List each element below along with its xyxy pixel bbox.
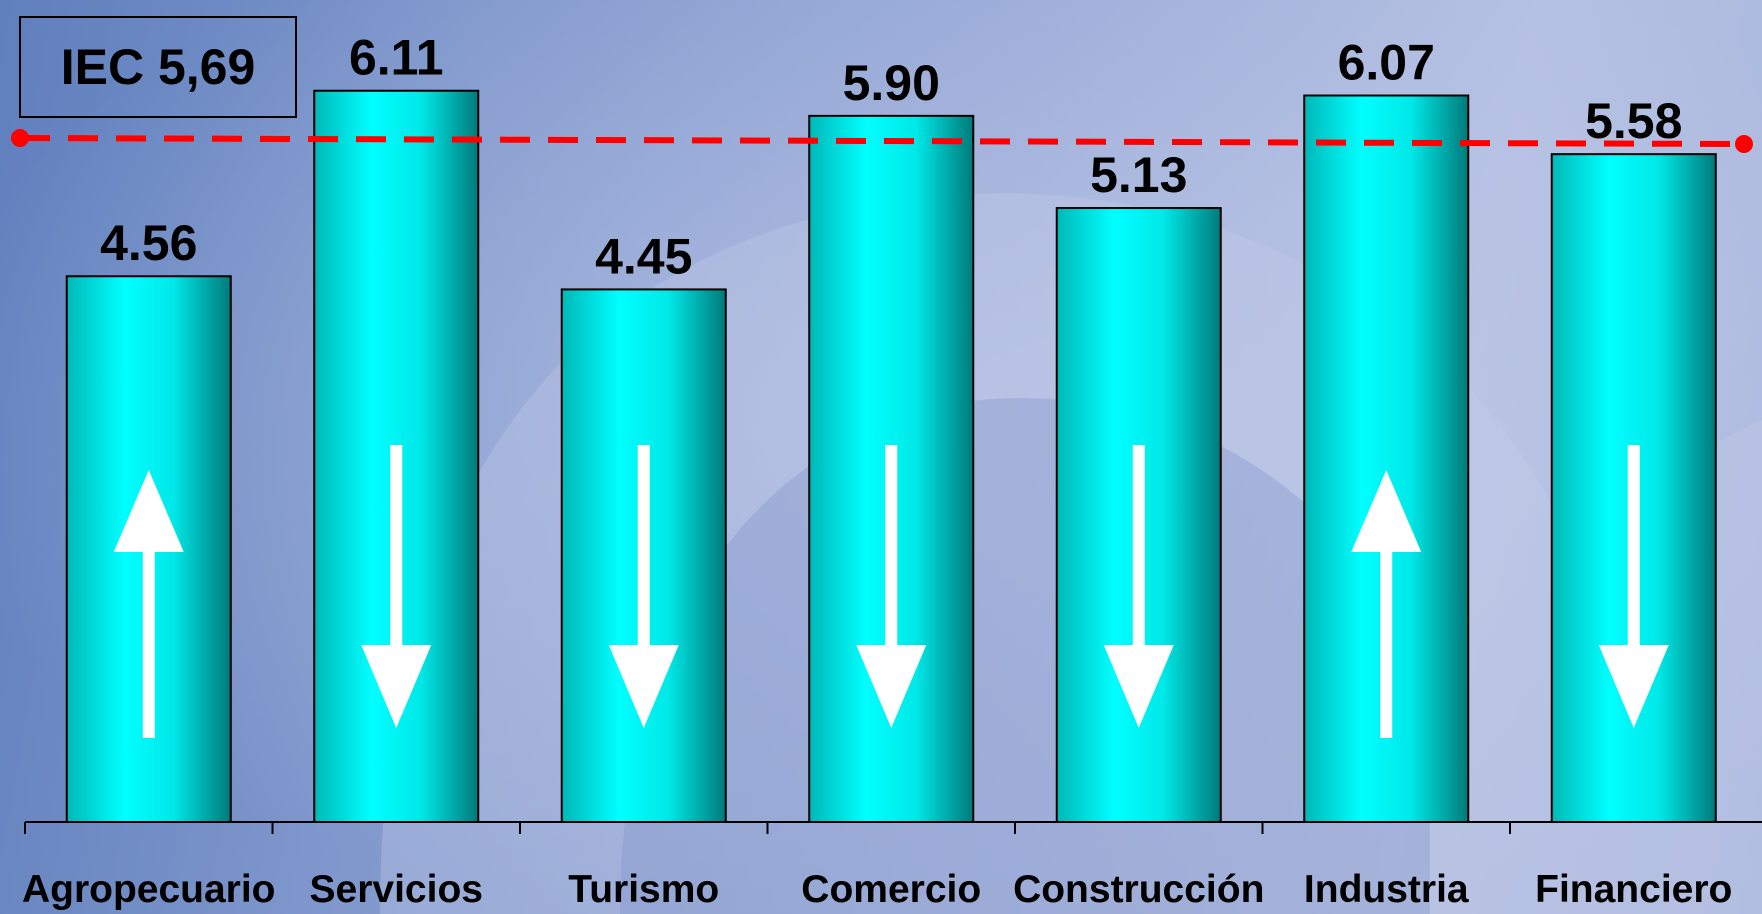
- value-label: 4.45: [595, 228, 692, 284]
- up-arrow-icon: [1351, 470, 1422, 738]
- category-label: Comercio: [801, 868, 981, 911]
- category-label: Construcción: [1013, 868, 1264, 911]
- value-label: 4.56: [100, 215, 197, 271]
- down-arrow-icon: [856, 445, 927, 728]
- down-arrow-icon: [1103, 445, 1174, 728]
- category-label: Industria: [1304, 868, 1469, 911]
- down-arrow-icon: [608, 445, 679, 728]
- value-label: 6.11: [349, 30, 444, 86]
- category-label: Financiero: [1535, 868, 1732, 911]
- iec-legend-box: IEC 5,69: [19, 16, 297, 118]
- plot-area: 4.56 Agropecuario 6.11 Servicios 4.45 Turismo…: [11, 30, 1762, 911]
- iec-label: IEC 5,69: [61, 39, 256, 95]
- reference-line-end-dot: [1735, 135, 1753, 154]
- category-label: Servicios: [310, 868, 483, 911]
- value-label: 6.07: [1338, 35, 1435, 91]
- down-arrow-icon: [361, 445, 432, 728]
- category-label: Turismo: [568, 868, 719, 911]
- up-arrow-icon: [113, 470, 184, 738]
- reference-line: [11, 129, 1753, 154]
- value-label: 5.58: [1585, 93, 1682, 149]
- value-label: 5.13: [1090, 147, 1187, 203]
- reference-line-start-dot: [11, 129, 29, 148]
- down-arrow-icon: [1598, 445, 1669, 728]
- category-label: Agropecuario: [22, 868, 276, 911]
- value-label: 5.90: [843, 55, 940, 111]
